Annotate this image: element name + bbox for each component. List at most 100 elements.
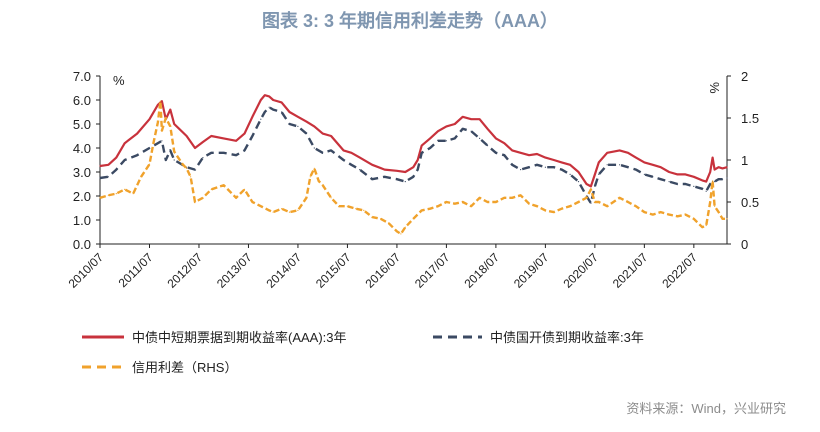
- series-2-point: [210, 152, 212, 154]
- series-3-point: [387, 222, 390, 224]
- left-tick-label: 1.0: [73, 213, 91, 228]
- series-3-point: [437, 205, 439, 207]
- series-2-point: [384, 176, 386, 178]
- series-2-point: [260, 118, 262, 120]
- series-1-point: [528, 154, 530, 156]
- series-2: [99, 106, 728, 205]
- series-1-point: [479, 118, 481, 120]
- series-1-point: [684, 173, 687, 175]
- series-2-point: [223, 152, 225, 154]
- series-1-point: [136, 133, 138, 135]
- series-2-point: [561, 169, 563, 171]
- series-2-point: [709, 183, 711, 185]
- series-3-point: [157, 121, 159, 123]
- series-3-point: [627, 201, 629, 203]
- series-3-point: [594, 201, 596, 203]
- series-1-point: [577, 171, 580, 173]
- series-2-point: [606, 164, 608, 166]
- series-2-point: [173, 159, 175, 161]
- series-2-point: [194, 169, 196, 171]
- x-tick-label: 2012/07: [165, 250, 206, 291]
- series-3-point: [553, 211, 555, 213]
- series-2-point: [676, 183, 679, 185]
- series-1: [99, 94, 728, 188]
- series-2-point: [437, 140, 439, 142]
- series-3-point: [235, 197, 237, 199]
- series-3-point: [355, 208, 357, 210]
- series-2-point: [619, 164, 621, 166]
- series-2-point: [486, 145, 489, 147]
- series-3-point: [186, 167, 188, 169]
- series-2-point: [569, 173, 571, 175]
- series-3-point: [606, 205, 608, 207]
- series-3-point: [202, 197, 204, 199]
- left-tick-label: 4.0: [73, 141, 91, 156]
- series-1-point: [553, 159, 555, 161]
- left-axis-ticks: 0.0 1.0 2.0 3.0 4.0 5.0 6.0 7.0: [73, 69, 100, 252]
- series-2-point: [668, 181, 670, 183]
- series-1-point: [437, 130, 439, 132]
- series-1-point: [322, 133, 324, 135]
- series-1-point: [264, 94, 266, 96]
- series-1-point: [590, 185, 592, 187]
- series-2-point: [721, 178, 724, 180]
- series-2-point: [107, 176, 109, 178]
- series-3-point: [676, 215, 679, 217]
- series-layer: [99, 94, 728, 236]
- series-1-point: [668, 171, 670, 173]
- legend-label-series1: 中债中短期票据到期收益率(AAA):3年: [132, 330, 347, 345]
- x-axis-ticks: 2010/07 2011/07 2012/07 2013/07 2014/07 2015/…: [66, 244, 700, 291]
- legend-item-series1: 中债中短期票据到期收益率(AAA):3年: [82, 330, 347, 345]
- series-1-point: [99, 165, 101, 167]
- series-3-point: [309, 176, 311, 178]
- series-2-point: [99, 177, 101, 179]
- series-1-point: [384, 169, 386, 171]
- series-1-point: [598, 161, 600, 163]
- series-1-point: [454, 123, 456, 125]
- series-2-line: [99, 106, 728, 205]
- legend-item-series3: 信用利差（RHS）: [82, 360, 237, 375]
- series-1-point: [594, 173, 596, 175]
- series-3-line: [99, 100, 727, 236]
- series-2-point: [359, 169, 361, 171]
- series-1-point: [404, 171, 406, 173]
- series-3-point: [346, 205, 348, 207]
- series-1-point: [157, 104, 159, 106]
- series-2-point: [511, 164, 513, 166]
- right-tick-label: 1: [741, 153, 748, 168]
- series-1-point: [503, 142, 505, 144]
- series-2-point: [577, 181, 580, 183]
- series-3-point: [190, 176, 192, 178]
- series-1-point: [619, 149, 621, 151]
- series-2-point: [553, 166, 555, 168]
- left-tick-label: 6.0: [73, 93, 91, 108]
- series-2-point: [495, 152, 497, 154]
- x-tick-label: 2016/07: [362, 250, 403, 291]
- series-1-point: [260, 99, 262, 101]
- series-3-point: [569, 205, 571, 207]
- left-tick-label: 5.0: [73, 117, 91, 132]
- series-3-point: [726, 218, 728, 220]
- series-1-point: [251, 116, 253, 118]
- series-1-point: [359, 157, 361, 159]
- series-3-point: [635, 205, 637, 207]
- series-2-point: [115, 169, 117, 171]
- series-2-point: [268, 106, 270, 108]
- series-1-point: [297, 116, 299, 118]
- series-3-point: [380, 218, 382, 220]
- series-1-point: [585, 183, 588, 185]
- series-1-point: [627, 152, 629, 154]
- source-note: 资料来源：Wind，兴业研究: [626, 401, 786, 416]
- right-tick-label: 0.5: [741, 195, 759, 210]
- series-2-point: [544, 166, 547, 168]
- series-3-point: [590, 188, 592, 190]
- series-1-point: [544, 157, 547, 159]
- series-1-point: [520, 152, 522, 154]
- series-3-point: [701, 226, 703, 228]
- series-2-point: [594, 185, 596, 187]
- series-3-point: [318, 180, 320, 182]
- x-tick-label: 2013/07: [214, 250, 255, 291]
- series-3-point: [297, 209, 299, 211]
- series-1-point: [173, 123, 175, 125]
- series-1-point: [569, 164, 571, 166]
